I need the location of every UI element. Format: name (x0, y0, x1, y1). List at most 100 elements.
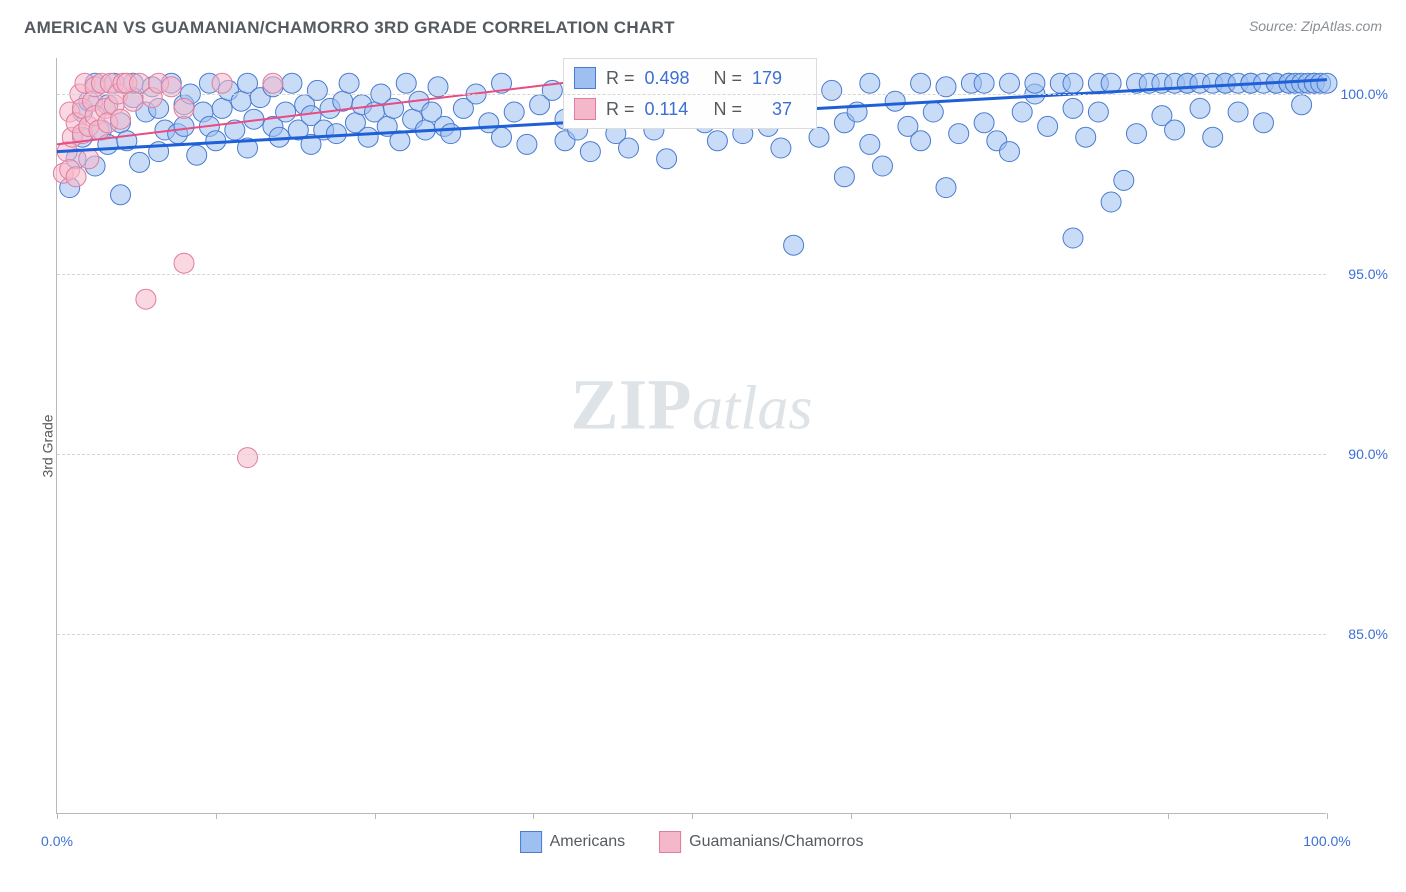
xtick (533, 813, 534, 819)
data-point (396, 73, 416, 93)
data-point (923, 102, 943, 122)
ytick-label: 95.0% (1348, 266, 1388, 282)
data-point (238, 448, 258, 468)
xtick (1010, 813, 1011, 819)
data-point (1114, 170, 1134, 190)
data-point (873, 156, 893, 176)
data-point (1127, 124, 1147, 144)
data-point (136, 289, 156, 309)
n-value-guamanians: 37 (752, 94, 792, 125)
r-value-americans: 0.498 (645, 63, 699, 94)
data-point (441, 124, 461, 144)
data-point (517, 134, 537, 154)
data-point (1088, 102, 1108, 122)
y-axis-label: 3rd Grade (40, 414, 56, 477)
swatch-guamanians-bottom (659, 831, 681, 853)
data-point (822, 80, 842, 100)
data-point (949, 124, 969, 144)
data-point (974, 73, 994, 93)
legend-row-guamanians: R = 0.114 N = 37 (574, 94, 806, 125)
data-point (911, 73, 931, 93)
xtick-label: 100.0% (1303, 833, 1350, 849)
data-point (936, 178, 956, 198)
data-point (358, 127, 378, 147)
data-point (1292, 95, 1312, 115)
chart-plot-area: ZIPatlas R = 0.498 N = 179 R = 0.114 N =… (56, 58, 1326, 814)
xtick-label: 0.0% (41, 833, 73, 849)
data-point (1101, 192, 1121, 212)
bottom-legend: Americans Guamanians/Chamorros (520, 831, 864, 853)
xtick (216, 813, 217, 819)
data-point (771, 138, 791, 158)
xtick (851, 813, 852, 819)
data-point (66, 167, 86, 187)
gridline-h (57, 634, 1326, 635)
data-point (1076, 127, 1096, 147)
chart-title: AMERICAN VS GUAMANIAN/CHAMORRO 3RD GRADE… (24, 18, 675, 38)
data-point (504, 102, 524, 122)
gridline-h (57, 94, 1326, 95)
swatch-americans-bottom (520, 831, 542, 853)
legend-item-americans: Americans (520, 831, 626, 853)
data-point (174, 116, 194, 136)
data-point (263, 73, 283, 93)
data-point (1063, 98, 1083, 118)
data-point (111, 185, 131, 205)
data-point (580, 142, 600, 162)
swatch-guamanians (574, 98, 596, 120)
data-point (339, 73, 359, 93)
data-point (1063, 73, 1083, 93)
source-attribution: Source: ZipAtlas.com (1249, 18, 1382, 34)
data-point (492, 127, 512, 147)
data-point (1000, 142, 1020, 162)
data-point (79, 149, 99, 169)
data-point (1165, 120, 1185, 140)
xtick (1168, 813, 1169, 819)
ytick-label: 100.0% (1341, 86, 1388, 102)
data-point (326, 124, 346, 144)
data-point (1038, 116, 1058, 136)
gridline-h (57, 274, 1326, 275)
header: AMERICAN VS GUAMANIAN/CHAMORRO 3RD GRADE… (0, 0, 1406, 48)
data-point (307, 80, 327, 100)
data-point (174, 98, 194, 118)
legend-item-guamanians: Guamanians/Chamorros (659, 831, 863, 853)
data-point (911, 131, 931, 151)
data-point (1317, 73, 1337, 93)
ytick-label: 85.0% (1348, 626, 1388, 642)
data-point (1025, 73, 1045, 93)
data-point (619, 138, 639, 158)
xtick (57, 813, 58, 819)
data-point (1012, 102, 1032, 122)
data-point (1203, 127, 1223, 147)
swatch-americans (574, 67, 596, 89)
data-point (1190, 98, 1210, 118)
data-point (282, 73, 302, 93)
data-point (212, 98, 232, 118)
xtick (692, 813, 693, 819)
data-point (276, 102, 296, 122)
ytick-label: 90.0% (1348, 446, 1388, 462)
data-point (707, 131, 727, 151)
r-value-guamanians: 0.114 (645, 94, 699, 125)
data-point (860, 73, 880, 93)
xtick (375, 813, 376, 819)
data-point (809, 127, 829, 147)
data-point (1063, 228, 1083, 248)
data-point (384, 98, 404, 118)
legend-row-americans: R = 0.498 N = 179 (574, 63, 806, 94)
data-point (784, 235, 804, 255)
n-value-americans: 179 (752, 63, 806, 94)
data-point (1000, 73, 1020, 93)
data-point (212, 73, 232, 93)
xtick (1327, 813, 1328, 819)
data-point (834, 167, 854, 187)
data-point (187, 145, 207, 165)
data-point (1254, 113, 1274, 133)
data-point (174, 253, 194, 273)
gridline-h (57, 454, 1326, 455)
data-point (860, 134, 880, 154)
data-point (130, 152, 150, 172)
data-point (111, 109, 131, 129)
data-point (974, 113, 994, 133)
